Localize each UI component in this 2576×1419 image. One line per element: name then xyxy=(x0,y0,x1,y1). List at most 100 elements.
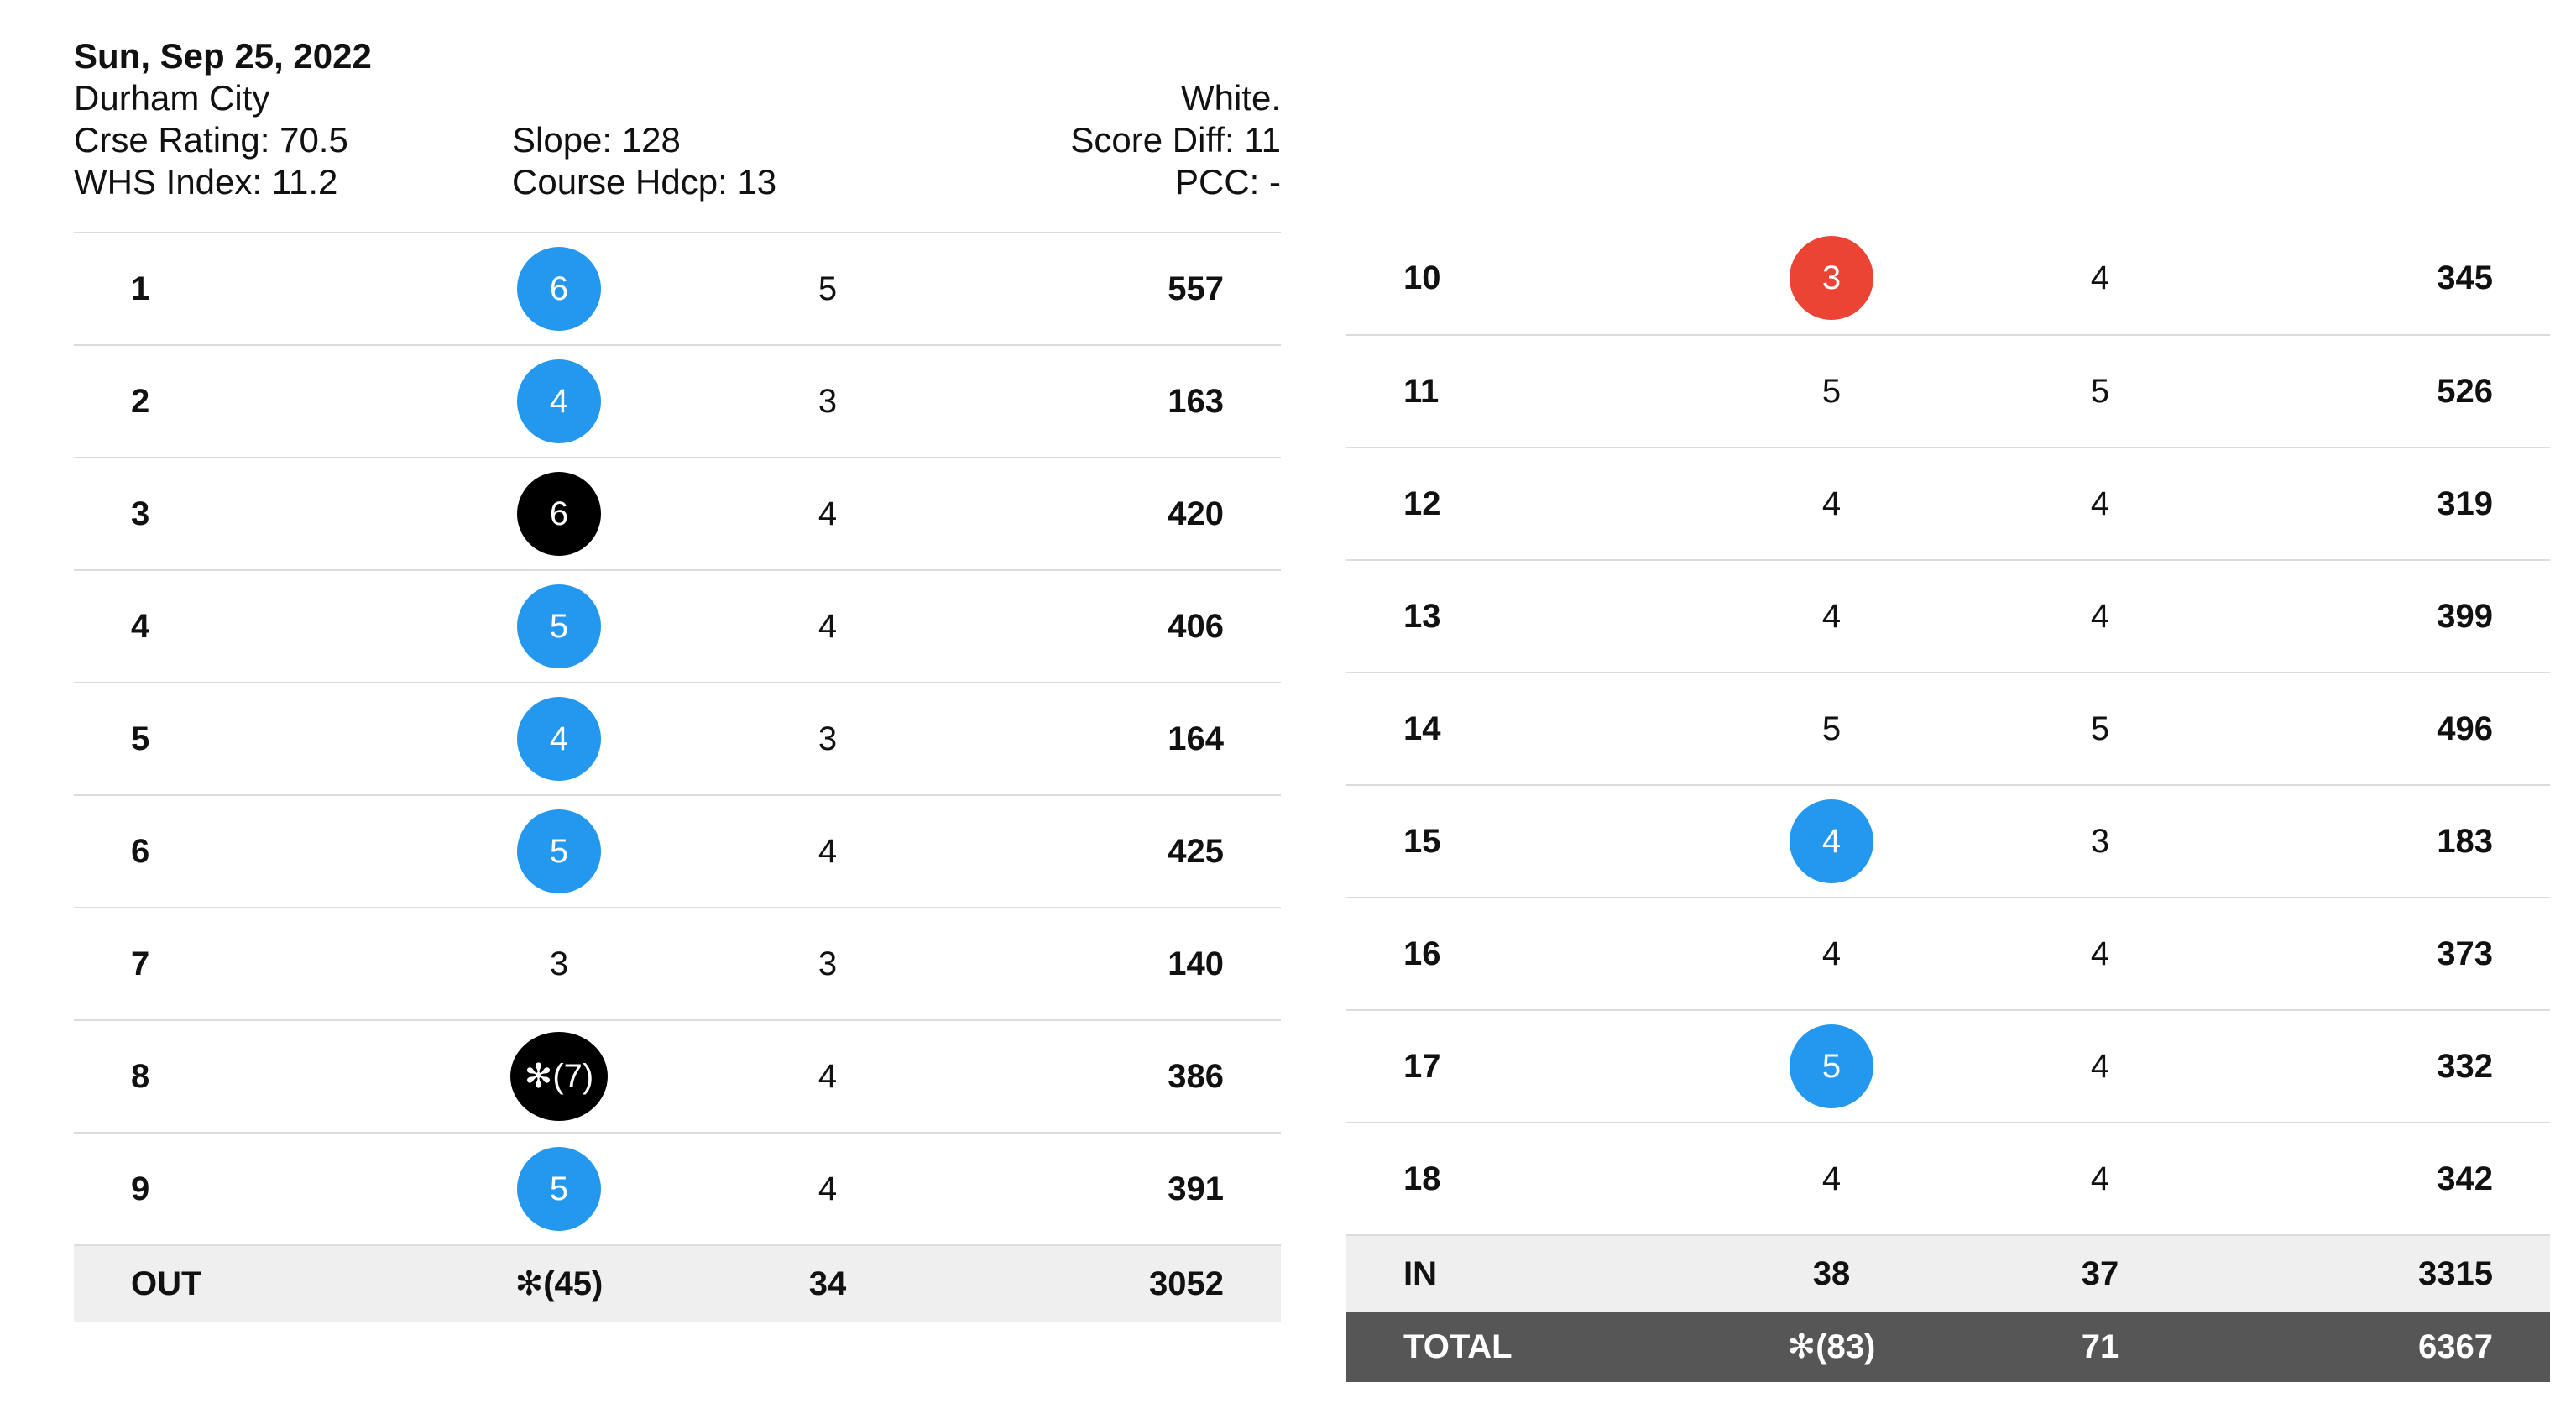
hole-row[interactable]: 7 3 3 140 xyxy=(74,907,1281,1019)
score-badge: 5 xyxy=(517,1147,601,1231)
in-label: IN xyxy=(1403,1254,1437,1292)
hole-par: 5 xyxy=(818,270,838,307)
hole-row[interactable]: 5 4 3 164 xyxy=(74,682,1281,794)
hole-number: 5 xyxy=(131,720,150,757)
hole-par: 5 xyxy=(2090,710,2110,747)
hole-row[interactable]: 15 4 3 183 xyxy=(1346,784,2550,897)
hole-yards: 373 xyxy=(2437,935,2493,972)
hole-par: 4 xyxy=(818,1170,838,1207)
hole-score: 4 xyxy=(1821,484,1842,522)
hole-score: 4 xyxy=(1821,935,1842,972)
pcc-value: PCC: - xyxy=(1175,162,1281,202)
hole-par: 4 xyxy=(2090,597,2110,635)
hole-row[interactable]: 1 6 5 557 xyxy=(74,232,1281,344)
hole-score: 5 xyxy=(1821,710,1842,747)
hole-number: 15 xyxy=(1403,822,1441,860)
hole-row[interactable]: 13 4 4 399 xyxy=(1346,559,2550,672)
hole-score: 5 xyxy=(469,571,649,682)
hole-yards: 557 xyxy=(1168,270,1224,307)
hole-number: 6 xyxy=(131,832,150,870)
hole-number: 12 xyxy=(1403,484,1441,522)
hole-score: 4 xyxy=(469,683,649,794)
hole-yards: 406 xyxy=(1168,607,1224,645)
hole-row[interactable]: 4 5 4 406 xyxy=(74,569,1281,682)
round-header: Sun, Sep 25, 2022 Durham City White. Crs… xyxy=(74,35,1281,230)
hole-row[interactable]: 2 4 3 163 xyxy=(74,344,1281,457)
hole-number: 17 xyxy=(1403,1047,1441,1085)
hole-row[interactable]: 17 5 4 332 xyxy=(1346,1009,2550,1122)
score-badge: 4 xyxy=(517,359,601,443)
score-badge: 6 xyxy=(517,247,601,331)
hole-row[interactable]: 8 ✻(7) 4 386 xyxy=(74,1019,1281,1132)
back-nine-table: 10 3 4 345 11 5 5 526 12 4 4 319 13 4 4 399 14 5 5 496 15 4 3 1… xyxy=(1346,222,2550,1382)
course-name: Durham City xyxy=(74,78,270,118)
hole-yards: 319 xyxy=(2437,484,2493,522)
total-label: TOTAL xyxy=(1403,1327,1513,1365)
hole-row[interactable]: 9 5 4 391 xyxy=(74,1132,1281,1244)
course-rating: Crse Rating: 70.5 xyxy=(74,120,348,160)
hole-number: 13 xyxy=(1403,597,1441,635)
hole-par: 5 xyxy=(2090,372,2110,410)
hole-number: 8 xyxy=(131,1057,150,1095)
hole-par: 4 xyxy=(818,1057,838,1095)
hole-yards: 526 xyxy=(2437,372,2493,410)
hole-par: 3 xyxy=(818,720,838,757)
hole-number: 11 xyxy=(1403,372,1440,410)
hole-par: 3 xyxy=(818,382,838,420)
hole-par: 4 xyxy=(2090,259,2110,296)
hole-par: 4 xyxy=(818,607,838,645)
round-date: Sun, Sep 25, 2022 xyxy=(74,36,372,76)
hole-par: 3 xyxy=(2090,822,2110,860)
score-badge: 6 xyxy=(517,472,601,556)
hole-yards: 345 xyxy=(2437,259,2493,296)
whs-index: WHS Index: 11.2 xyxy=(74,162,338,202)
hole-score: 5 xyxy=(469,796,649,907)
hole-score: 6 xyxy=(469,458,649,569)
hole-par: 4 xyxy=(818,832,838,870)
hole-yards: 420 xyxy=(1168,495,1224,532)
score-badge: 5 xyxy=(517,809,601,893)
out-subtotal-row: OUT ✻(45) 34 3052 xyxy=(74,1244,1281,1322)
hole-row[interactable]: 12 4 4 319 xyxy=(1346,447,2550,559)
hole-yards: 163 xyxy=(1168,382,1224,420)
score-badge: 3 xyxy=(1790,236,1873,320)
hole-row[interactable]: 16 4 4 373 xyxy=(1346,897,2550,1009)
hole-row[interactable]: 18 4 4 342 xyxy=(1346,1122,2550,1234)
front-nine-table: 1 6 5 557 2 4 3 163 3 6 4 420 4 5 4 406 5 4 3 164 6 5 4 425 7 3 3 1… xyxy=(74,232,1281,1322)
hole-score: 5 xyxy=(1742,1011,1921,1122)
hole-row[interactable]: 6 5 4 425 xyxy=(74,794,1281,907)
hole-par: 3 xyxy=(818,945,838,982)
total-par: 71 xyxy=(2081,1327,2119,1365)
out-par: 34 xyxy=(808,1265,847,1302)
hole-yards: 496 xyxy=(2437,710,2493,747)
total-score: ✻(83) xyxy=(1787,1328,1876,1365)
score-differential: Score Diff: 11 xyxy=(1070,120,1281,160)
hole-row[interactable]: 11 5 5 526 xyxy=(1346,334,2550,447)
out-label: OUT xyxy=(131,1265,202,1302)
course-handicap: Course Hdcp: 13 xyxy=(512,162,777,202)
hole-row[interactable]: 10 3 4 345 xyxy=(1346,222,2550,334)
total-yards: 6367 xyxy=(2418,1327,2493,1365)
hole-number: 7 xyxy=(131,945,150,982)
score-badge: 5 xyxy=(1790,1024,1873,1108)
hole-par: 4 xyxy=(2090,1047,2110,1085)
hole-number: 3 xyxy=(131,495,150,532)
hole-number: 16 xyxy=(1403,935,1441,972)
in-score: 38 xyxy=(1812,1254,1851,1292)
out-score: ✻(45) xyxy=(515,1265,604,1302)
hole-score: ✻(7) xyxy=(469,1021,649,1132)
hole-score: 3 xyxy=(549,945,569,982)
hole-number: 4 xyxy=(131,607,150,645)
hole-row[interactable]: 3 6 4 420 xyxy=(74,457,1281,569)
score-badge: 5 xyxy=(517,584,601,668)
score-badge: ✻(7) xyxy=(510,1032,608,1121)
hole-number: 10 xyxy=(1403,259,1441,296)
hole-number: 9 xyxy=(131,1170,150,1207)
hole-score: 5 xyxy=(1821,372,1842,410)
hole-row[interactable]: 14 5 5 496 xyxy=(1346,672,2550,784)
hole-number: 1 xyxy=(131,270,150,307)
hole-par: 4 xyxy=(818,495,838,532)
hole-yards: 425 xyxy=(1168,832,1224,870)
hole-score: 4 xyxy=(1821,1160,1842,1197)
in-par: 37 xyxy=(2081,1254,2119,1292)
